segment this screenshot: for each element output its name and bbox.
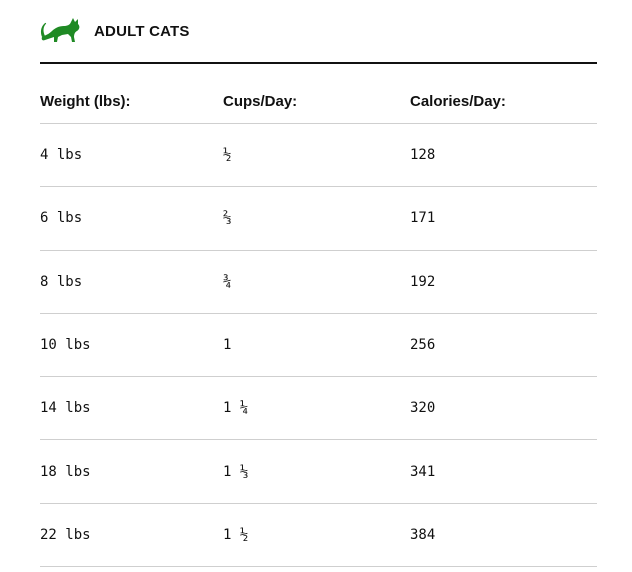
table-row: 14 lbs 1 ¼ 320 (40, 377, 597, 441)
table-row: 10 lbs 1 256 (40, 314, 597, 378)
table-row: 18 lbs 1 ⅓ 341 (40, 440, 597, 504)
cell-cups: ½ (223, 147, 232, 164)
cell-cups: 1 ⅓ (223, 463, 249, 480)
feeding-guide: ADULT CATS Weight (lbs): Cups/Day: Calor… (40, 0, 597, 568)
section-title: ADULT CATS (94, 22, 190, 40)
cell-calories: 341 (410, 463, 436, 480)
cell-weight: 8 lbs (40, 273, 83, 290)
table-row: 6 lbs ⅔ 171 (40, 187, 597, 251)
cell-weight: 22 lbs (40, 526, 91, 543)
cell-cups: ¾ (223, 273, 232, 290)
table-header-row: Weight (lbs): Cups/Day: Calories/Day: (40, 64, 597, 124)
cell-cups: 1 ½ (223, 526, 249, 543)
cell-calories: 256 (410, 337, 436, 354)
cell-calories: 384 (410, 526, 436, 543)
cell-weight: 14 lbs (40, 400, 91, 417)
header-calories: Calories/Day: (410, 93, 506, 110)
cell-weight: 18 lbs (40, 463, 91, 480)
table-row: 22 lbs 1 ½ 384 (40, 504, 597, 568)
cell-weight: 6 lbs (40, 210, 83, 227)
cell-calories: 192 (410, 273, 436, 290)
cell-cups: 1 ¼ (223, 400, 249, 417)
cell-calories: 320 (410, 400, 436, 417)
cat-icon (40, 10, 82, 44)
cell-calories: 171 (410, 210, 436, 227)
header-cups: Cups/Day: (223, 93, 298, 110)
section-header: ADULT CATS (40, 0, 597, 64)
table-row: 8 lbs ¾ 192 (40, 251, 597, 314)
feeding-table: Weight (lbs): Cups/Day: Calories/Day: 4 … (40, 64, 597, 568)
cell-cups: 1 (223, 337, 232, 354)
table-row: 4 lbs ½ 128 (40, 124, 597, 188)
cell-cups: ⅔ (223, 210, 232, 227)
cell-weight: 10 lbs (40, 337, 91, 354)
cell-weight: 4 lbs (40, 147, 83, 164)
cell-calories: 128 (410, 147, 436, 164)
header-weight: Weight (lbs): (40, 93, 131, 110)
